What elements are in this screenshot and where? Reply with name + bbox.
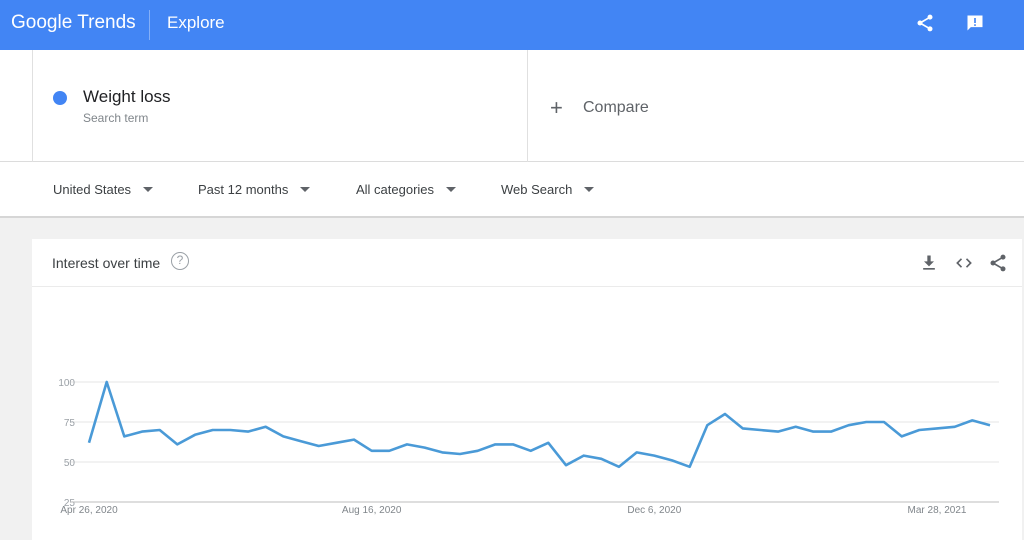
- x-tick-label: Dec 6, 2020: [627, 505, 681, 516]
- data-point[interactable]: [846, 422, 852, 428]
- data-point[interactable]: [192, 432, 198, 438]
- compare-label: Compare: [583, 99, 649, 116]
- data-point[interactable]: [316, 443, 322, 449]
- data-point[interactable]: [793, 424, 799, 430]
- search-term-name[interactable]: Weight loss: [83, 87, 171, 106]
- data-point[interactable]: [227, 427, 233, 433]
- search-term-type: Search term: [83, 111, 149, 125]
- search-type-filter-label: Web Search: [501, 182, 573, 197]
- data-point[interactable]: [86, 440, 92, 446]
- data-point[interactable]: [916, 427, 922, 433]
- caret-down-icon: [300, 187, 311, 192]
- data-point[interactable]: [475, 448, 481, 454]
- data-point[interactable]: [369, 448, 375, 454]
- app-header: Google Trends Explore: [0, 0, 1024, 50]
- data-point[interactable]: [280, 433, 286, 439]
- data-point[interactable]: [828, 429, 834, 435]
- data-point[interactable]: [987, 422, 993, 428]
- data-point[interactable]: [969, 417, 975, 423]
- google-trends-logo[interactable]: Google Trends: [11, 12, 136, 34]
- data-point[interactable]: [581, 453, 587, 459]
- search-term-card[interactable]: Weight loss Search term: [32, 50, 528, 162]
- download-icon[interactable]: [919, 253, 939, 273]
- data-point[interactable]: [687, 464, 693, 470]
- time-range-filter-label: Past 12 months: [198, 182, 289, 197]
- data-point[interactable]: [651, 453, 657, 459]
- compare-button[interactable]: + Compare: [550, 96, 649, 120]
- help-icon[interactable]: ?: [171, 252, 189, 270]
- logo-trends-text: Trends: [77, 12, 136, 33]
- data-point[interactable]: [899, 433, 905, 439]
- data-point[interactable]: [121, 433, 127, 439]
- data-point[interactable]: [139, 429, 145, 435]
- plus-icon: +: [550, 95, 563, 120]
- share-icon[interactable]: [988, 253, 1008, 273]
- data-point[interactable]: [881, 419, 887, 425]
- search-panel: Weight loss Search term + Compare: [0, 50, 1024, 162]
- x-tick-label: Mar 28, 2021: [908, 505, 967, 516]
- search-type-filter[interactable]: Web Search: [501, 182, 595, 197]
- data-point[interactable]: [333, 440, 339, 446]
- data-point[interactable]: [174, 441, 180, 447]
- data-point[interactable]: [492, 441, 498, 447]
- series-line-weight-loss[interactable]: [87, 380, 991, 469]
- region-filter[interactable]: United States: [53, 182, 154, 197]
- data-point[interactable]: [669, 457, 675, 463]
- term-color-dot: [53, 91, 67, 105]
- x-tick-label: Aug 16, 2020: [342, 505, 402, 516]
- y-tick-label: 25: [64, 498, 76, 509]
- data-point[interactable]: [439, 449, 445, 455]
- data-point[interactable]: [810, 429, 816, 435]
- data-point[interactable]: [263, 424, 269, 430]
- card-title: Interest over time: [52, 255, 161, 271]
- logo-google-text: Google: [11, 12, 73, 33]
- data-point[interactable]: [934, 425, 940, 431]
- y-tick-label: 50: [64, 458, 76, 469]
- data-point[interactable]: [545, 440, 551, 446]
- time-range-filter[interactable]: Past 12 months: [198, 182, 311, 197]
- y-tick-label: 100: [58, 378, 75, 389]
- data-point[interactable]: [104, 379, 110, 385]
- data-point[interactable]: [722, 411, 728, 417]
- data-point[interactable]: [952, 424, 958, 430]
- data-point[interactable]: [457, 451, 463, 457]
- data-point[interactable]: [210, 427, 216, 433]
- data-point[interactable]: [245, 429, 251, 435]
- x-tick-label: Apr 26, 2020: [60, 505, 118, 516]
- share-icon[interactable]: [915, 13, 935, 33]
- data-point[interactable]: [757, 427, 763, 433]
- data-point[interactable]: [351, 437, 357, 443]
- data-point[interactable]: [298, 438, 304, 444]
- card-divider: [32, 286, 1022, 287]
- data-point[interactable]: [563, 462, 569, 468]
- caret-down-icon: [584, 187, 595, 192]
- data-point[interactable]: [510, 441, 516, 447]
- data-point[interactable]: [422, 445, 428, 451]
- data-point[interactable]: [634, 449, 640, 455]
- data-point[interactable]: [704, 422, 710, 428]
- caret-down-icon: [446, 187, 457, 192]
- data-point[interactable]: [775, 429, 781, 435]
- data-point[interactable]: [598, 456, 604, 462]
- interest-line-chart: 25 50 75 100 Apr 26, 2020 Aug 16, 2020 Dec 6, …: [58, 378, 999, 516]
- data-point[interactable]: [157, 427, 163, 433]
- data-point[interactable]: [863, 419, 869, 425]
- data-point[interactable]: [528, 448, 534, 454]
- data-point[interactable]: [404, 441, 410, 447]
- data-point[interactable]: [386, 448, 392, 454]
- category-filter-label: All categories: [356, 182, 435, 197]
- category-filter[interactable]: All categories: [356, 182, 457, 197]
- data-point[interactable]: [740, 425, 746, 431]
- embed-icon[interactable]: [954, 253, 974, 273]
- header-divider: [149, 10, 150, 40]
- feedback-icon[interactable]: [965, 13, 985, 33]
- filter-bar: United States Past 12 months All categor…: [0, 162, 1024, 218]
- data-point[interactable]: [616, 464, 622, 470]
- interest-over-time-card: Interest over time ? 25 50 75 100 Apr 26, 20…: [32, 239, 1022, 540]
- caret-down-icon: [143, 187, 154, 192]
- y-tick-label: 75: [64, 418, 76, 429]
- page-title: Explore: [167, 13, 225, 32]
- region-filter-label: United States: [53, 182, 132, 197]
